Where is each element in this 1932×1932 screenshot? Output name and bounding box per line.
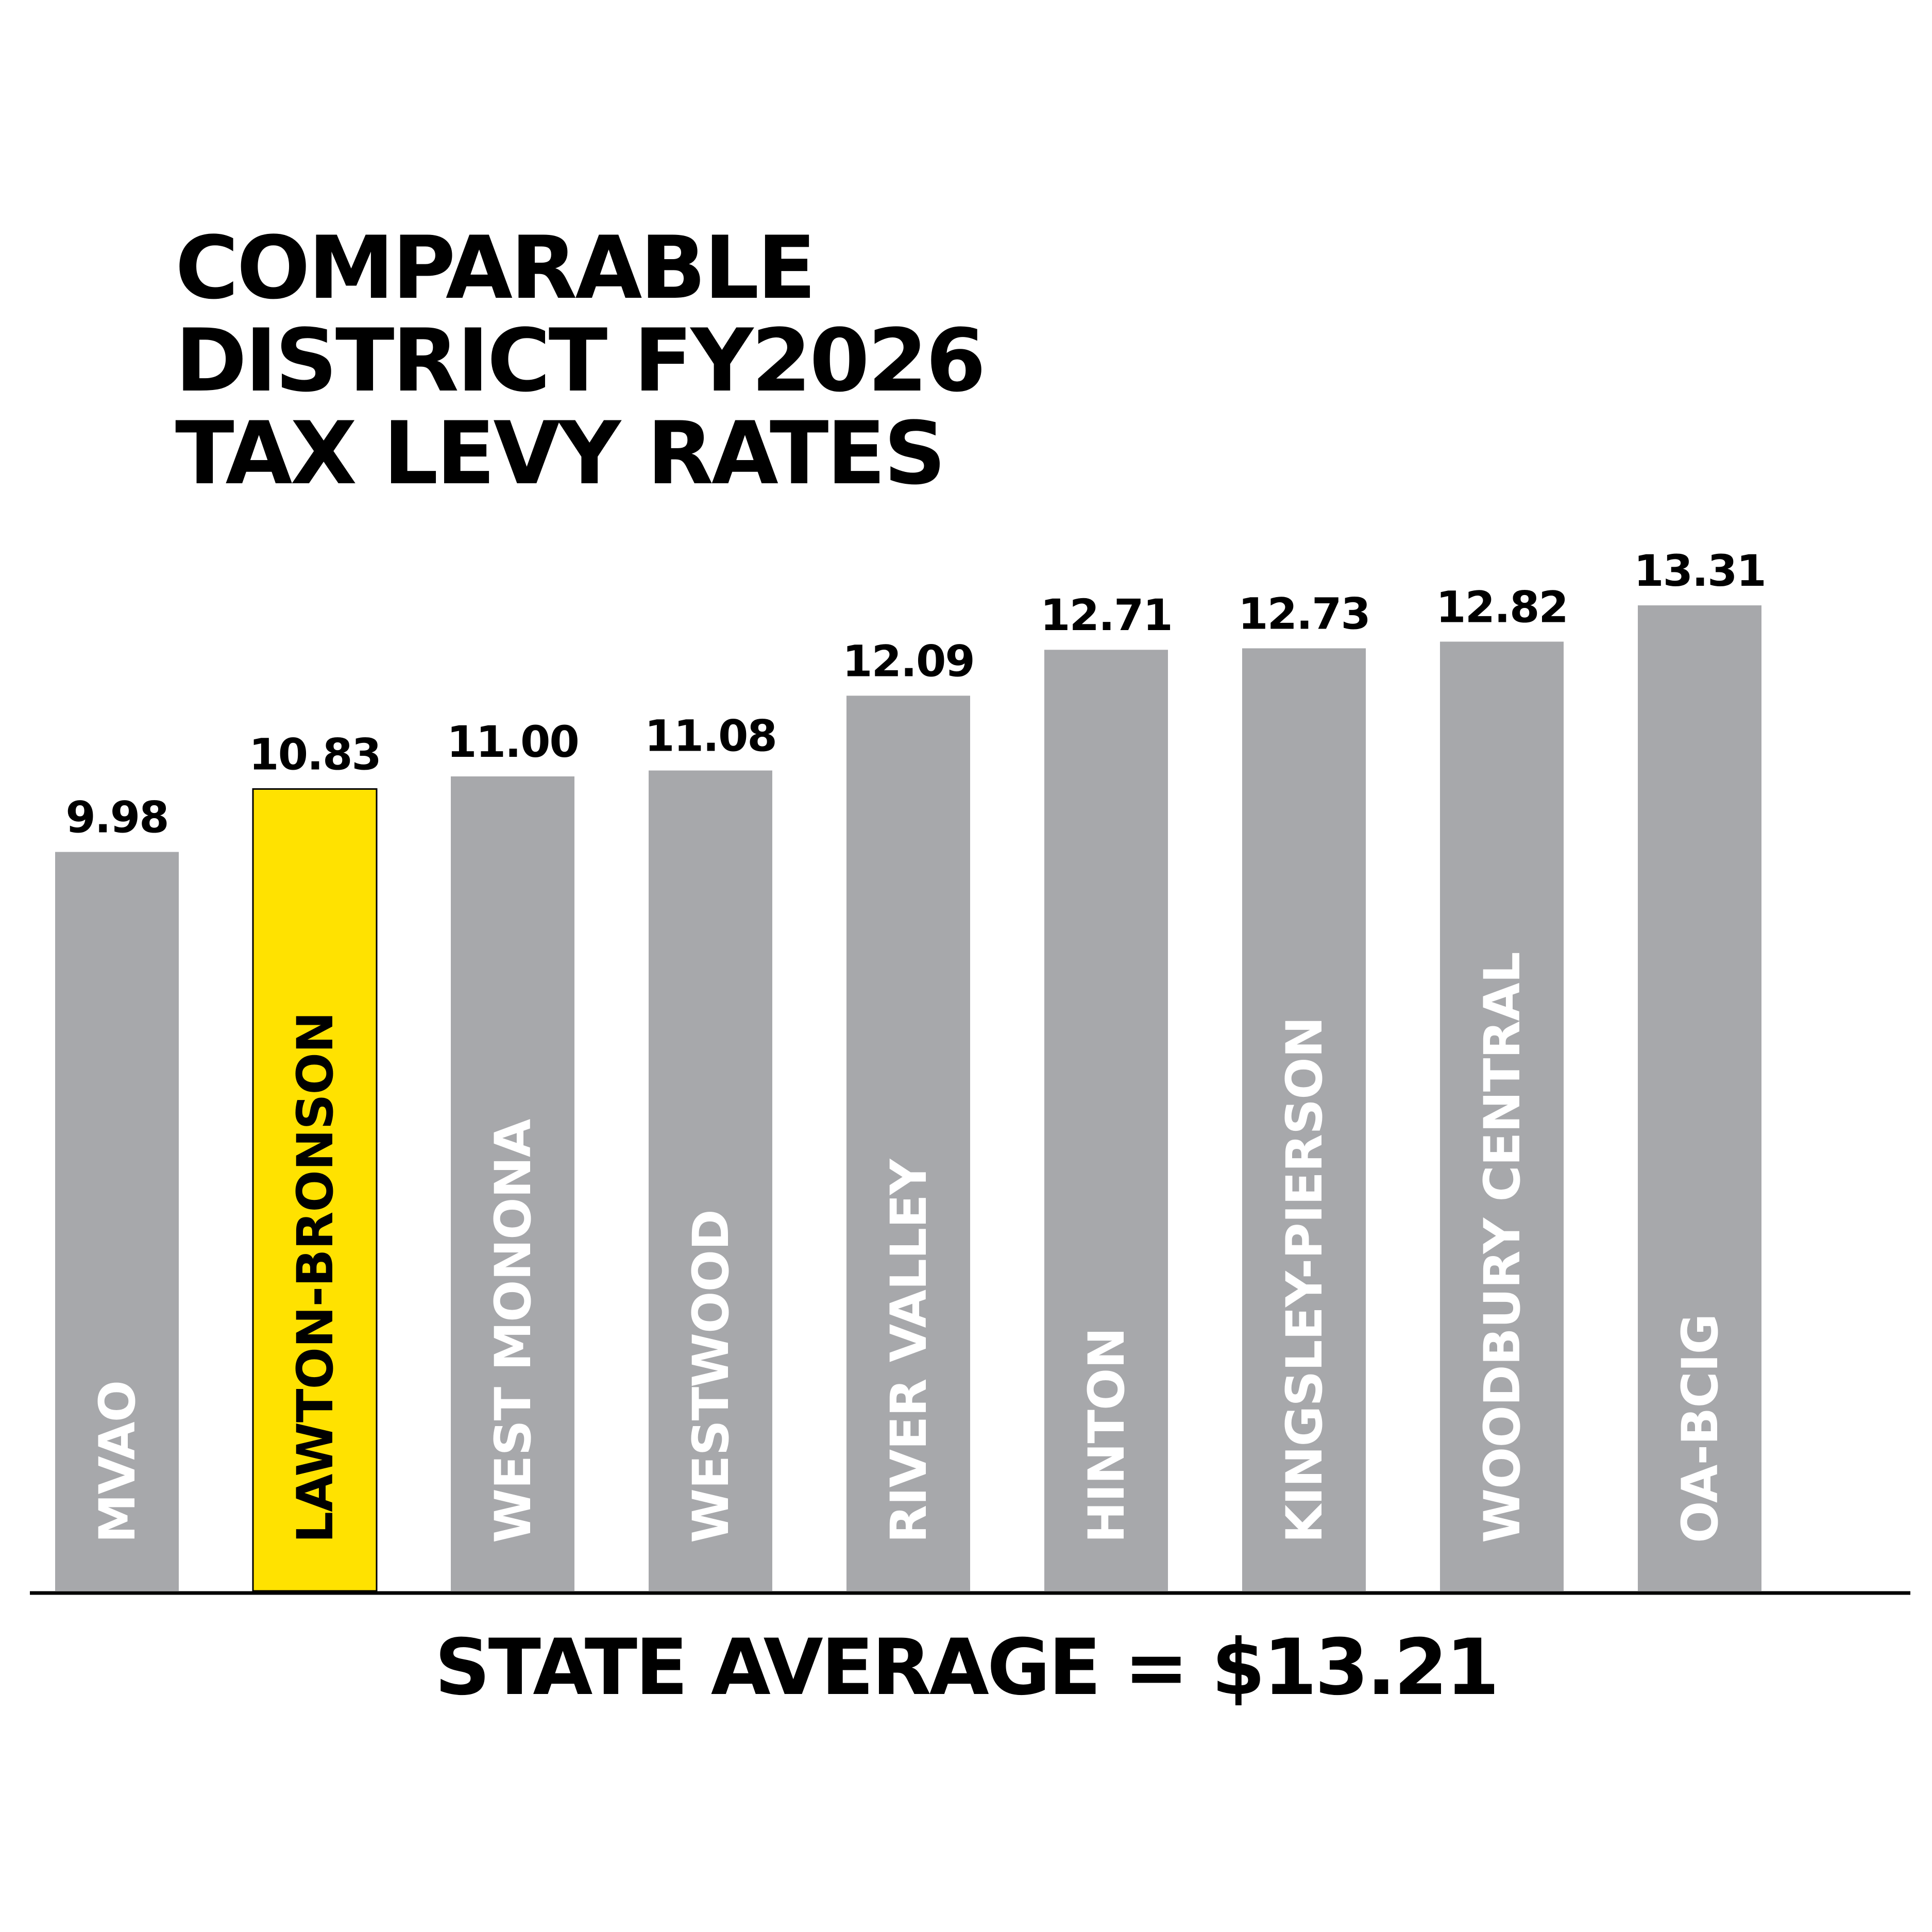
labels-group: 9.98 MVAO 10.83 LAWTON-BRONSON 11.00 WEST MON… [65, 546, 1766, 1543]
bar-lawton-bronson [252, 788, 378, 1592]
value-label-river-valley: 12.09 [842, 636, 974, 686]
category-label-river-valley: RIVER VALLEY [880, 1158, 938, 1543]
category-label-kingsley-pierson: KINGSLEY-PIERSON [1276, 1017, 1333, 1543]
bar-west-monona [451, 776, 574, 1591]
category-label-westwood: WESTWOOD [682, 1210, 740, 1543]
state-average-note: STATE AVERAGE = $13.21 [434, 1623, 1500, 1713]
value-label-lawton-bronson: 10.83 [249, 729, 381, 779]
value-label-oa-bcig: 13.31 [1634, 546, 1766, 596]
chart-title: COMPARABLE DISTRICT FY2026 TAX LEVY RATE… [175, 217, 986, 504]
bar-kingsley-pierson [1242, 648, 1366, 1591]
bar-oa-bcig [1638, 605, 1761, 1591]
value-label-westwood: 11.08 [645, 711, 776, 761]
category-label-oa-bcig: OA-BCIG [1671, 1314, 1729, 1543]
bar-woodbury-central [1440, 641, 1564, 1591]
title-line-2: DISTRICT FY2026 [175, 310, 986, 411]
title-line-3: TAX LEVY RATES [175, 403, 946, 504]
value-label-woodbury-central: 12.82 [1436, 582, 1568, 632]
bar-hinton [1044, 650, 1168, 1591]
value-label-mvao: 9.98 [65, 792, 168, 843]
bars-group [55, 605, 1761, 1592]
value-label-west-monona: 11.00 [447, 717, 579, 767]
title-line-1: COMPARABLE [175, 217, 816, 318]
value-label-kingsley-pierson: 12.73 [1238, 588, 1370, 639]
category-label-lawton-bronson: LAWTON-BRONSON [286, 1012, 344, 1543]
value-label-hinton: 12.71 [1040, 590, 1172, 640]
bar-mvao [55, 852, 179, 1591]
bar-river-valley [846, 696, 970, 1591]
category-label-west-monona: WEST MONONA [484, 1119, 542, 1543]
category-label-woodbury-central: WOODBURY CENTRAL [1473, 952, 1531, 1543]
bar-westwood [649, 770, 772, 1591]
category-label-hinton: HINTON [1078, 1328, 1136, 1543]
category-label-mvao: MVAO [89, 1381, 146, 1543]
